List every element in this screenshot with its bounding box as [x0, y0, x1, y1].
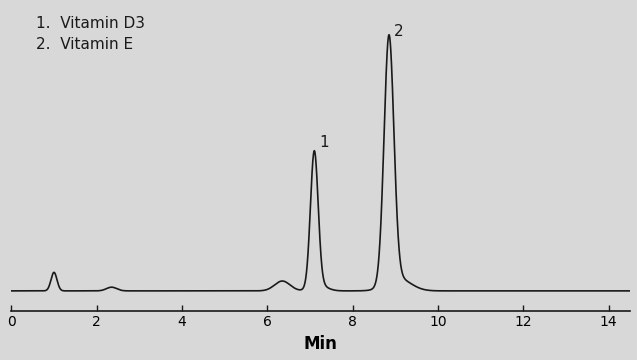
Text: 1: 1	[319, 135, 329, 150]
Text: 2: 2	[394, 24, 404, 39]
Text: 1.  Vitamin D3
2.  Vitamin E: 1. Vitamin D3 2. Vitamin E	[36, 16, 145, 52]
X-axis label: Min: Min	[304, 335, 338, 353]
